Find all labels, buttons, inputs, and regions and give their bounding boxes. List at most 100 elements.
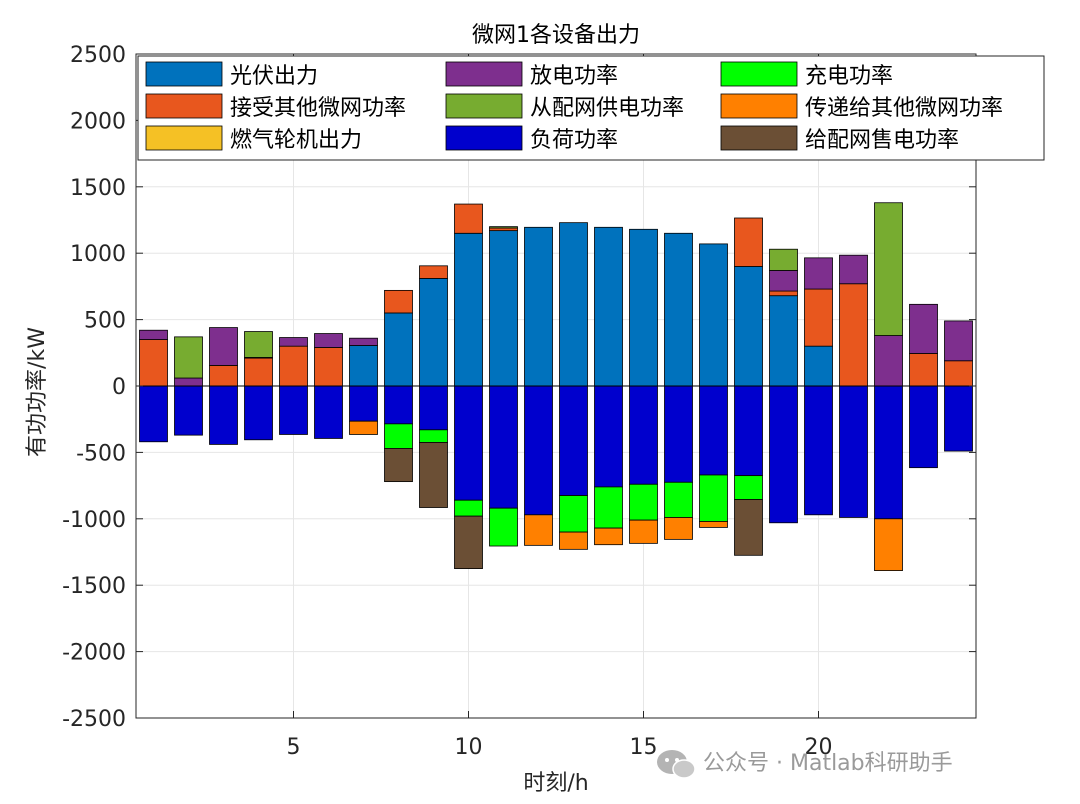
bar-segment xyxy=(524,514,553,546)
legend-swatch xyxy=(445,125,523,151)
bar-segment xyxy=(454,499,483,517)
bar-segment xyxy=(349,337,378,346)
legend-label: 充电功率 xyxy=(805,64,893,89)
bar-segment xyxy=(944,320,973,362)
legend-swatch xyxy=(445,61,523,87)
bar-segment xyxy=(559,531,588,550)
bar-segment xyxy=(279,385,308,435)
bar-segment xyxy=(174,377,203,387)
x-tick-label: 20 xyxy=(805,735,833,760)
y-tick-label: 2000 xyxy=(70,109,126,134)
bar-segment xyxy=(384,289,413,314)
bar-segment xyxy=(804,257,833,290)
bar-segment xyxy=(139,339,168,387)
bar-segment xyxy=(769,295,798,387)
bar-segment xyxy=(839,385,868,518)
y-tick-label: 1000 xyxy=(70,242,126,267)
x-tick-label: 15 xyxy=(630,735,658,760)
legend-swatch xyxy=(720,93,798,119)
y-tick-label: -2500 xyxy=(62,707,126,732)
bar-segment xyxy=(384,385,413,425)
bar-segment xyxy=(209,365,238,387)
bar-segment xyxy=(804,345,833,387)
bar-segment xyxy=(454,515,483,569)
bar-segment xyxy=(734,217,763,267)
bar-segment xyxy=(384,312,413,387)
bar-segment xyxy=(559,495,588,533)
wechat-icon xyxy=(657,750,696,779)
bar-segment xyxy=(244,331,273,358)
bar-segment xyxy=(699,385,728,476)
legend-swatch xyxy=(720,61,798,87)
legend-label: 放电功率 xyxy=(530,64,618,89)
x-axis-label: 时刻/h xyxy=(523,771,588,796)
bar-segment xyxy=(244,357,273,387)
legend-label: 光伏出力 xyxy=(230,64,318,89)
legend-swatch xyxy=(445,93,523,119)
bar-segment xyxy=(734,475,763,500)
legend-label: 接受其他微网功率 xyxy=(230,96,406,121)
y-tick-label: 500 xyxy=(84,309,126,334)
legend-swatch xyxy=(145,61,223,87)
legend-swatch xyxy=(720,125,798,151)
chart-title: 微网1各设备出力 xyxy=(472,23,640,48)
bar-segment xyxy=(559,385,588,496)
y-tick-label: 0 xyxy=(112,375,126,400)
bar-segment xyxy=(629,519,658,544)
bar-segment xyxy=(209,327,238,366)
bar-segment xyxy=(839,254,868,285)
bar-segment xyxy=(314,385,343,439)
legend-swatch xyxy=(145,93,223,119)
y-tick-label: -2000 xyxy=(62,641,126,666)
bar-segment xyxy=(874,335,903,387)
y-tick-label: 2500 xyxy=(70,43,126,68)
bar-segment xyxy=(244,385,273,441)
bar-segment xyxy=(594,226,623,387)
legend-label: 从配网供电功率 xyxy=(530,96,684,121)
bar-segment xyxy=(909,385,938,469)
y-tick-label: -1500 xyxy=(62,574,126,599)
bar-segment xyxy=(734,385,763,477)
legend-box xyxy=(137,55,1045,161)
bar-segment xyxy=(804,385,833,516)
bar-segment xyxy=(419,429,448,443)
bar-segment xyxy=(384,448,413,483)
bar-segment xyxy=(489,226,518,229)
x-tick-label: 5 xyxy=(287,735,301,760)
watermark: 公众号 · Matlab科研助手 xyxy=(657,750,953,779)
bar-segment xyxy=(874,518,903,571)
bar-segment xyxy=(524,226,553,387)
x-tick-label: 10 xyxy=(455,735,483,760)
y-tick-label: -500 xyxy=(76,441,126,466)
bar-segment xyxy=(874,202,903,336)
bar-segment xyxy=(384,423,413,449)
legend-label: 给配网售电功率 xyxy=(805,128,959,153)
bar-segment xyxy=(279,345,308,387)
bar-segment xyxy=(419,278,448,387)
bar-segment xyxy=(559,222,588,387)
bar-segment xyxy=(629,228,658,387)
bar-segment xyxy=(944,360,973,387)
bar-segment xyxy=(524,385,553,516)
bar-segment xyxy=(734,499,763,556)
bar-segment xyxy=(174,336,203,379)
bar-segment xyxy=(349,420,378,435)
bar-segment xyxy=(349,385,378,422)
bar-segment xyxy=(349,345,378,387)
bar-segment xyxy=(769,270,798,292)
bar-segment xyxy=(174,385,203,436)
bars xyxy=(139,202,973,571)
bar-segment xyxy=(664,517,693,540)
bar-segment xyxy=(314,347,343,387)
bar-segment xyxy=(804,288,833,347)
bar-segment xyxy=(419,385,448,431)
bar-segment xyxy=(454,385,483,501)
bar-segment xyxy=(699,521,728,528)
bar-segment xyxy=(279,337,308,347)
bar-segment xyxy=(594,486,623,529)
bar-segment xyxy=(874,385,903,520)
bar-segment xyxy=(909,353,938,387)
watermark-text: 公众号 · Matlab科研助手 xyxy=(703,751,953,776)
y-axis-label: 有功功率/kW xyxy=(25,327,50,457)
